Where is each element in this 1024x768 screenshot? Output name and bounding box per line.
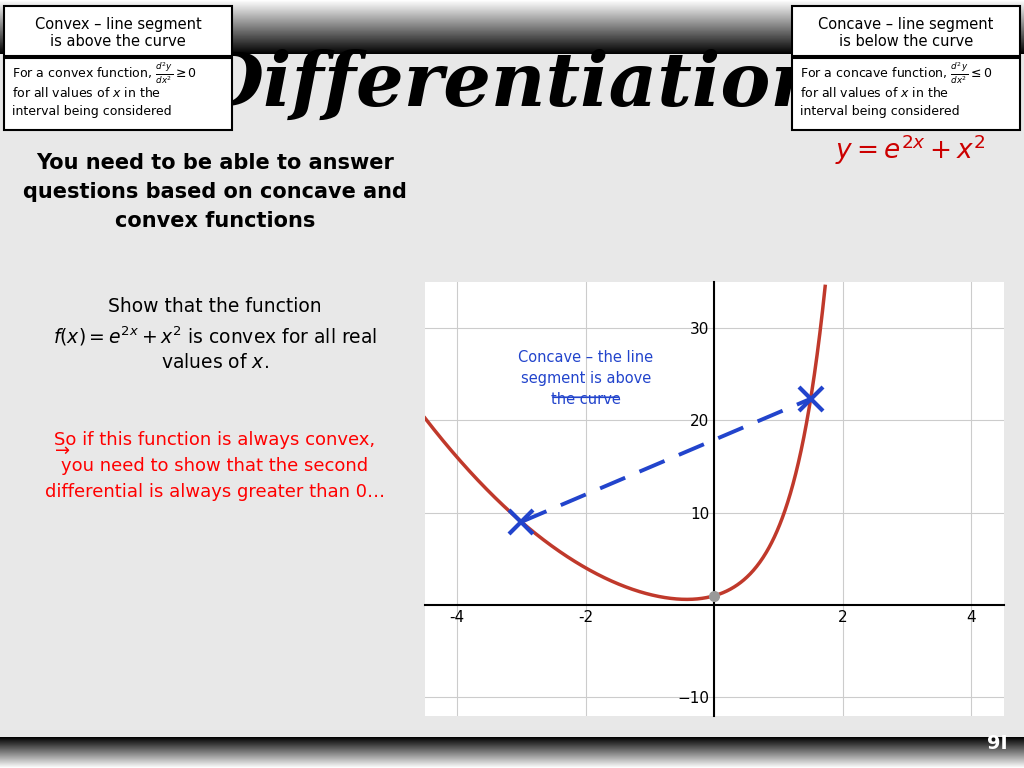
Bar <box>4 58 232 130</box>
Text: Show that the function: Show that the function <box>109 296 322 316</box>
Text: Concave – line segment: Concave – line segment <box>818 18 993 32</box>
Text: Differentiation: Differentiation <box>199 48 825 121</box>
Text: is below the curve: is below the curve <box>839 35 973 49</box>
Text: →: → <box>55 442 70 460</box>
Text: Concave – the line
segment is above
the curve: Concave – the line segment is above the … <box>518 350 653 407</box>
Text: is above the curve: is above the curve <box>50 35 186 49</box>
Text: You need to be able to answer
questions based on concave and
convex functions: You need to be able to answer questions … <box>24 153 407 231</box>
Text: For a convex function, $\frac{d^2y}{dx^2} \geq 0$: For a convex function, $\frac{d^2y}{dx^2… <box>12 60 197 86</box>
Text: for all values of $x$ in the: for all values of $x$ in the <box>12 86 161 100</box>
Bar <box>4 6 232 56</box>
Bar <box>792 58 1020 130</box>
Text: Convex – line segment: Convex – line segment <box>35 18 202 32</box>
Text: For a concave function, $\frac{d^2y}{dx^2} \leq 0$: For a concave function, $\frac{d^2y}{dx^… <box>800 60 992 86</box>
Text: for all values of $x$ in the: for all values of $x$ in the <box>800 86 949 100</box>
Text: interval being considered: interval being considered <box>800 104 959 118</box>
Text: 9I: 9I <box>987 734 1008 753</box>
Bar <box>792 6 1020 56</box>
Text: values of $x$.: values of $x$. <box>161 353 269 372</box>
Text: $y = e^{2x} + x^2$: $y = e^{2x} + x^2$ <box>835 133 985 167</box>
Text: So if this function is always convex,
you need to show that the second
different: So if this function is always convex, yo… <box>45 431 385 502</box>
Text: interval being considered: interval being considered <box>12 104 172 118</box>
Text: $f(x) = e^{2x} + x^2$ is convex for all real: $f(x) = e^{2x} + x^2$ is convex for all … <box>53 324 377 348</box>
